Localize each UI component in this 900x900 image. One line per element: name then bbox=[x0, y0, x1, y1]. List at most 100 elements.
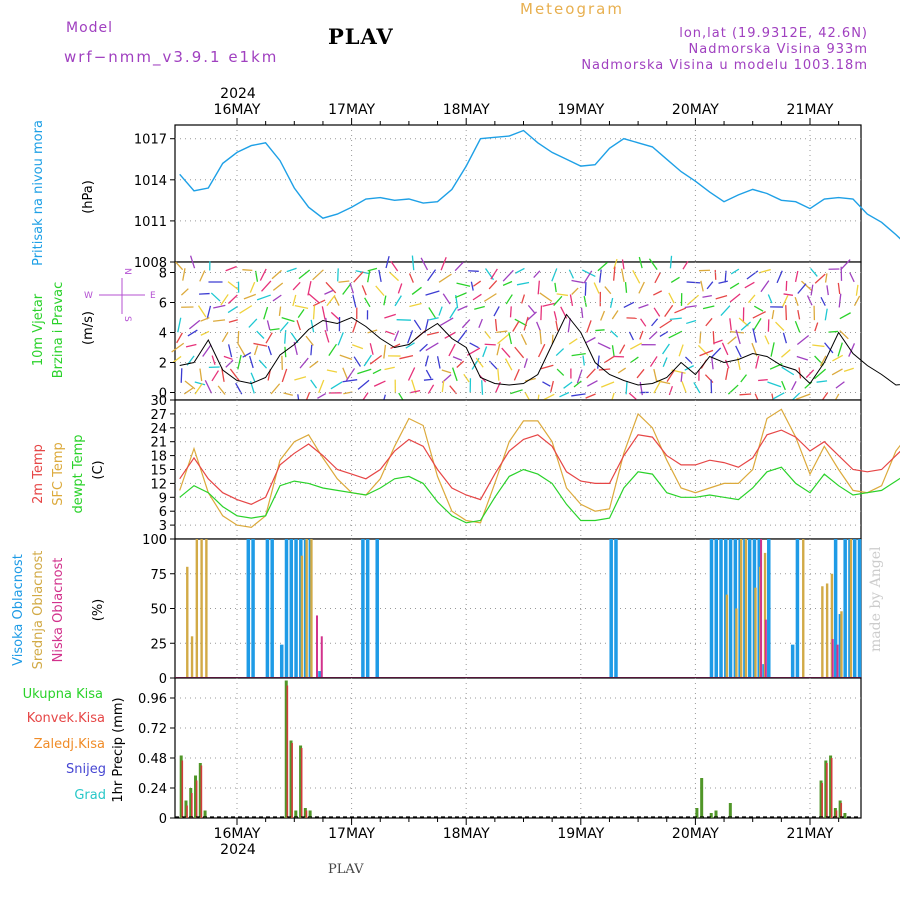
wind-arrow bbox=[413, 319, 422, 331]
model-name: wrf−nmm_v3.9.1 e1km bbox=[64, 48, 279, 66]
wind-arrow bbox=[551, 334, 554, 345]
wind-arrow bbox=[853, 295, 861, 306]
y-tick-label: 6 bbox=[159, 297, 167, 312]
cloud-bar bbox=[744, 539, 748, 678]
top-day-label: 16MAY bbox=[214, 102, 261, 118]
sfc-temp-line bbox=[179, 408, 900, 529]
wind-arrow bbox=[674, 307, 687, 314]
wind-arrow bbox=[593, 282, 600, 294]
wind-arrow bbox=[441, 369, 452, 374]
wind-arrow bbox=[357, 368, 372, 375]
wind-arrow bbox=[449, 307, 458, 319]
wind-arrow bbox=[405, 342, 415, 349]
precip-bar bbox=[835, 810, 838, 818]
wind-arrow bbox=[599, 269, 602, 283]
bottom-day-label: 20MAY bbox=[672, 826, 719, 842]
wind-arrow bbox=[424, 355, 429, 367]
wind-arrow bbox=[384, 313, 396, 319]
wind-arrow bbox=[229, 368, 240, 381]
wind-arrow bbox=[439, 317, 454, 327]
wind-arrow bbox=[425, 342, 439, 351]
precip-bar bbox=[840, 803, 843, 818]
wind-arrow bbox=[411, 286, 422, 295]
wind-arrow bbox=[651, 318, 659, 327]
precip-bar bbox=[194, 775, 198, 818]
wind-arrow bbox=[810, 284, 814, 296]
wind-arrow bbox=[182, 268, 186, 281]
top-year-label: 2024 bbox=[220, 86, 256, 102]
wind-arrow bbox=[394, 295, 402, 307]
wind-arrow bbox=[180, 288, 189, 296]
wind-arrow bbox=[598, 368, 611, 371]
wind-arrow bbox=[220, 294, 229, 306]
wind-arrow bbox=[648, 258, 658, 270]
precip-bar bbox=[179, 755, 183, 818]
wind-arrow bbox=[540, 305, 543, 321]
cloud-bar bbox=[833, 539, 838, 678]
wind-arrow bbox=[625, 380, 628, 395]
wind-arrow bbox=[638, 304, 649, 309]
compass-east: E bbox=[150, 291, 156, 301]
wind-arrow bbox=[448, 343, 456, 357]
y-tick-label: 27 bbox=[150, 408, 167, 423]
wind-arrow bbox=[780, 349, 791, 358]
wind-arrow bbox=[342, 367, 348, 380]
wind-arrow bbox=[597, 342, 611, 350]
wind-arrow bbox=[284, 346, 287, 358]
wind-arrow bbox=[383, 344, 387, 359]
wind-arrow bbox=[814, 273, 826, 284]
wind-arrow bbox=[497, 333, 510, 345]
wind-arrow bbox=[782, 295, 789, 307]
wind-arrow bbox=[342, 379, 358, 383]
wind-arrow bbox=[640, 318, 647, 327]
wind-arrow bbox=[775, 321, 785, 331]
precip-bar bbox=[286, 685, 289, 818]
wind-arrow bbox=[681, 381, 687, 393]
y-tick-label: 0 bbox=[159, 533, 167, 548]
wind-arrow bbox=[310, 344, 313, 356]
wind-arrow bbox=[526, 311, 537, 321]
wind-arrow bbox=[372, 368, 382, 375]
wind-arrow bbox=[502, 269, 514, 282]
wind-arrow bbox=[328, 343, 337, 356]
precip-frame bbox=[174, 677, 862, 819]
wind-arrow bbox=[172, 355, 182, 363]
cloud-bar bbox=[279, 644, 284, 678]
cloud-bar bbox=[284, 539, 289, 678]
wind-arrow bbox=[729, 282, 740, 290]
wind-arrow bbox=[199, 270, 206, 282]
wind-ylabel-sub: Brzina i Pravac bbox=[51, 282, 66, 379]
cloud-bar bbox=[190, 636, 194, 678]
cloud-bar bbox=[310, 539, 313, 678]
wind-arrow bbox=[243, 293, 257, 300]
wind-arrow bbox=[516, 281, 530, 286]
top-day-label: 20MAY bbox=[672, 102, 719, 118]
precip-bar bbox=[289, 740, 293, 818]
y-tick-label: 0.72 bbox=[138, 722, 167, 737]
cloud-bar bbox=[246, 539, 251, 678]
wind-arrow bbox=[213, 319, 226, 322]
cloud-bar bbox=[195, 539, 199, 678]
wind-arrow bbox=[712, 331, 715, 345]
wind-arrow bbox=[772, 392, 785, 400]
high-cloud-label: Visoka Oblacnost bbox=[11, 554, 26, 666]
wind-arrow bbox=[427, 269, 437, 282]
cloud-bar bbox=[747, 539, 752, 678]
wind-arrow bbox=[227, 281, 239, 291]
wind-arrow bbox=[653, 379, 662, 394]
precip-bar bbox=[838, 800, 842, 818]
cloud-bar bbox=[289, 539, 294, 678]
wind-arrow bbox=[805, 369, 815, 379]
wind-arrow bbox=[653, 307, 661, 317]
wind-arrow bbox=[321, 306, 326, 320]
wind-arrow bbox=[456, 282, 471, 287]
wind-arrow bbox=[619, 344, 626, 355]
wind-arrow bbox=[782, 332, 788, 344]
cloud-bar bbox=[719, 539, 723, 678]
wind-arrow bbox=[527, 304, 536, 314]
wind-arrow bbox=[369, 354, 383, 365]
wind-arrow bbox=[488, 280, 498, 290]
wind-arrow bbox=[345, 368, 356, 381]
wind-arrow bbox=[428, 317, 439, 321]
wind-arrow bbox=[501, 347, 511, 358]
